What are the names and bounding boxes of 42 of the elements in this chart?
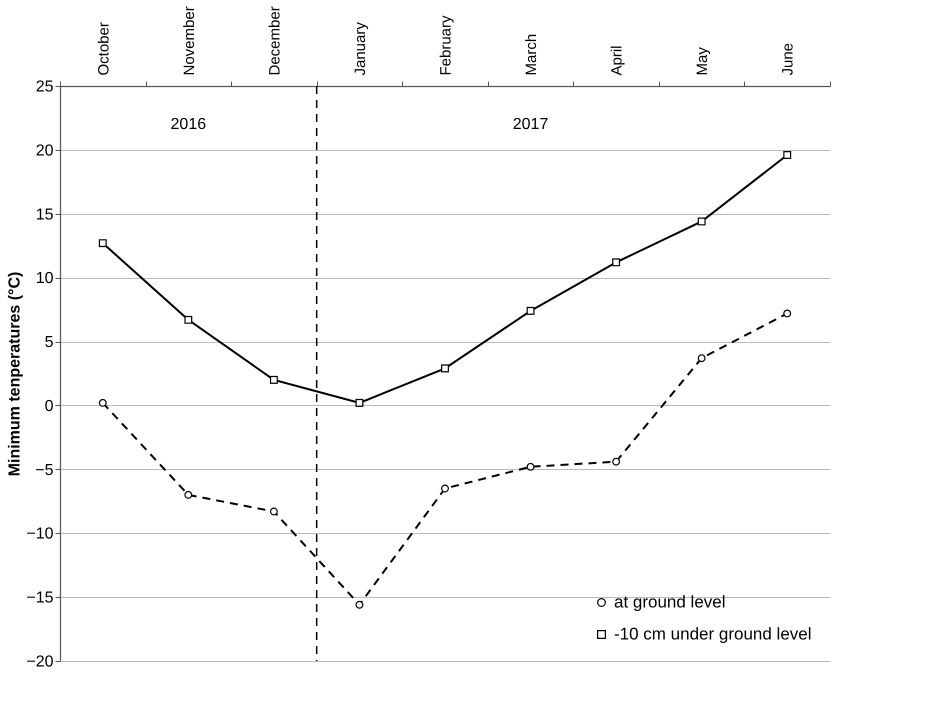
point (355, 398, 364, 407)
x-tick-label: April (608, 45, 626, 76)
point (612, 258, 620, 266)
point (270, 376, 278, 384)
legend-label: at ground level (614, 592, 726, 612)
x-tick-label: October (95, 22, 112, 76)
annotation: 2017 (512, 116, 548, 133)
y-tick-label: 0 (44, 398, 54, 415)
x-tick-label: December (266, 6, 284, 76)
x-tick-label: November (180, 6, 198, 76)
x-tick-label: June (780, 42, 797, 76)
point (184, 490, 192, 499)
y-tick-label: 10 (36, 270, 54, 288)
point (526, 306, 535, 315)
point (441, 484, 449, 492)
point (612, 458, 620, 466)
point (783, 309, 792, 318)
x-tick-label: February (438, 14, 454, 76)
annotation: 2016 (170, 116, 206, 133)
y-tick-label: −15 (26, 590, 54, 607)
point (783, 151, 792, 159)
point (441, 364, 449, 372)
y-tick-label: −5 (35, 462, 54, 479)
legend-label: -10 cm under ground level (614, 624, 812, 644)
y-tick-label: 5 (44, 334, 54, 352)
point (184, 316, 192, 324)
y-tick-label: −20 (26, 654, 54, 670)
y-tick-label: 20 (36, 142, 54, 160)
point (698, 354, 706, 362)
x-tick-label: May (694, 46, 712, 76)
x-tick-label: March (523, 34, 540, 76)
y-tick-label: 25 (36, 78, 54, 96)
y-axis-title: Minimum tenperatures (°C) (6, 272, 24, 476)
point (698, 217, 706, 226)
y-tick-label: 15 (36, 206, 54, 224)
x-tick-label: January (352, 22, 369, 76)
y-tick-label: −10 (26, 526, 54, 543)
point (270, 508, 278, 516)
point (98, 239, 107, 248)
point (526, 462, 535, 471)
point (355, 600, 364, 609)
point (98, 398, 107, 407)
